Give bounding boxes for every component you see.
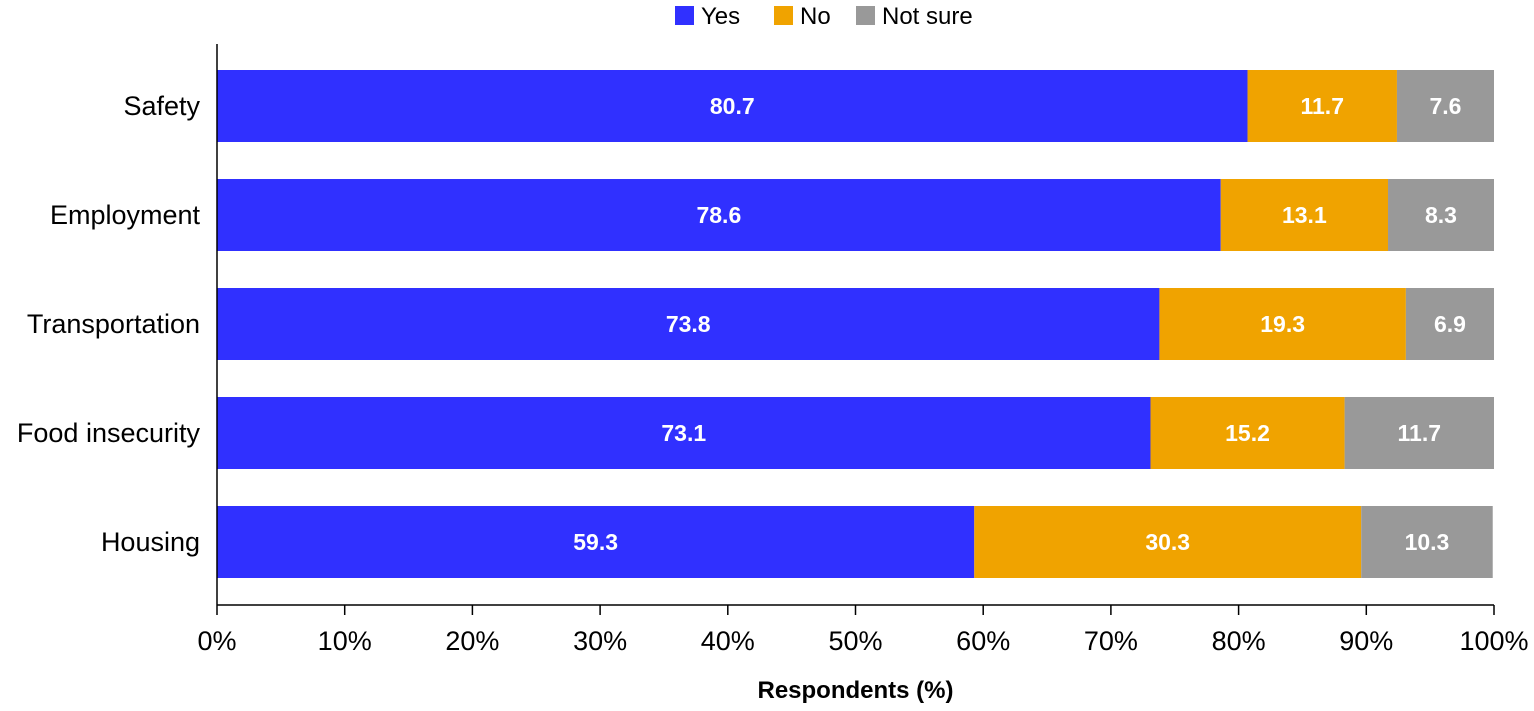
data-label-safety-no: 11.7: [1300, 93, 1344, 119]
bar-transportation-no: [1159, 288, 1406, 360]
x-tick-label: 30%: [573, 626, 627, 656]
data-label-food-insecurity-not-sure: 11.7: [1398, 420, 1442, 446]
legend: Yes No Not sure: [675, 3, 973, 30]
x-tick-label: 90%: [1339, 626, 1393, 656]
legend-swatch-no: [774, 6, 793, 25]
data-label-safety-yes: 80.7: [710, 93, 755, 119]
category-label-safety: Safety: [123, 91, 200, 121]
x-tick-label: 70%: [1084, 626, 1138, 656]
category-label-food-insecurity: Food insecurity: [17, 418, 201, 448]
x-tick-label: 60%: [956, 626, 1010, 656]
category-labels: Safety Employment Transportation Food insec…: [17, 91, 201, 557]
data-label-housing-no: 30.3: [1145, 529, 1190, 555]
bar-employment-no: [1220, 179, 1389, 251]
bar-safety-not-sure: [1396, 70, 1494, 142]
legend-swatch-yes: [675, 6, 694, 25]
data-label-transportation-yes: 73.8: [666, 311, 711, 337]
x-tick-label: 50%: [828, 626, 882, 656]
data-label-safety-not-sure: 7.6: [1429, 93, 1461, 119]
bar-employment-not-sure: [1388, 179, 1494, 251]
data-label-housing-not-sure: 10.3: [1405, 529, 1450, 555]
bars: 80.7 11.7 7.6 78.6 13.1 8.3 73.8 19.3 6.9 73.1 15.…: [217, 70, 1494, 578]
data-label-food-insecurity-yes: 73.1: [661, 420, 706, 446]
x-tick-label: 0%: [197, 626, 236, 656]
bar-safety-yes: [217, 70, 1248, 142]
bar-housing-yes: [217, 506, 975, 578]
bar-employment-yes: [217, 179, 1221, 251]
x-tick-label: 100%: [1459, 626, 1528, 656]
data-label-employment-no: 13.1: [1282, 202, 1327, 228]
bar-food-insecurity-not-sure: [1344, 397, 1494, 469]
data-label-housing-yes: 59.3: [573, 529, 618, 555]
category-label-transportation: Transportation: [27, 309, 200, 339]
bar-housing-not-sure: [1361, 506, 1493, 578]
bar-food-insecurity-no: [1150, 397, 1345, 469]
bar-safety-no: [1247, 70, 1397, 142]
legend-label-yes: Yes: [701, 3, 740, 30]
bar-food-insecurity-yes: [217, 397, 1151, 469]
data-label-employment-not-sure: 8.3: [1425, 202, 1457, 228]
x-axis-title: Respondents (%): [757, 677, 953, 704]
legend-swatch-not-sure: [856, 6, 875, 25]
x-tick-label: 10%: [318, 626, 372, 656]
data-label-transportation-no: 19.3: [1260, 311, 1305, 337]
category-label-employment: Employment: [50, 200, 201, 230]
category-label-housing: Housing: [101, 527, 200, 557]
bar-housing-no: [974, 506, 1362, 578]
legend-label-no: No: [800, 3, 831, 30]
x-tick-label: 40%: [701, 626, 755, 656]
bar-transportation-not-sure: [1405, 288, 1494, 360]
x-tick-label: 80%: [1212, 626, 1266, 656]
x-tick-label: 20%: [445, 626, 499, 656]
legend-label-not-sure: Not sure: [882, 3, 973, 30]
bar-transportation-yes: [217, 288, 1160, 360]
axes: 0% 10% 20% 30% 40% 50% 60% 70% 80% 90% 100%: [197, 44, 1529, 656]
data-label-employment-yes: 78.6: [696, 202, 741, 228]
data-label-transportation-not-sure: 6.9: [1434, 311, 1466, 337]
data-label-food-insecurity-no: 15.2: [1225, 420, 1270, 446]
